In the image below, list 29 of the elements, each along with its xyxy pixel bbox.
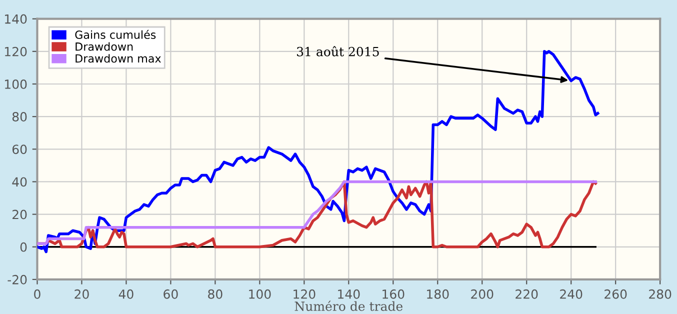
x-tick-label: 100 [249, 289, 271, 299]
x-tick-label: 220 [516, 289, 538, 299]
x-tick-label: 120 [294, 289, 316, 299]
x-tick-label: 80 [208, 289, 222, 299]
x-tick-label: 180 [427, 289, 449, 299]
y-tick-label: 80 [12, 112, 27, 122]
x-tick-label: 240 [560, 289, 582, 299]
annotation: 31 août 2015 [297, 46, 379, 56]
y-tick-label: 120 [5, 46, 27, 56]
x-tick-label: 60 [164, 289, 178, 299]
legend-label: Gains cumulés [75, 30, 156, 39]
x-tick-label: 200 [471, 289, 494, 299]
y-tick-label: 60 [12, 144, 27, 154]
x-tick-label: 40 [118, 289, 134, 299]
x-tick-label: 160 [382, 289, 404, 299]
y-tick-label: 140 [5, 14, 27, 24]
y-tick-label: 20 [12, 210, 27, 220]
x-tick-label: 140 [338, 289, 360, 299]
y-tick-label: 0 [20, 242, 27, 252]
x-tick-label: 280 [649, 289, 672, 299]
x-axis-title: Numéro de trade [294, 300, 402, 311]
y-tick-label: 100 [5, 79, 27, 89]
legend-label: Drawdown [76, 42, 133, 51]
x-tick-label: 20 [74, 289, 89, 299]
x-tick-label: 0 [34, 289, 40, 299]
x-tick-label: 260 [604, 289, 627, 299]
y-tick-label: 40 [12, 177, 27, 187]
legend-label: Drawdown max [76, 54, 161, 63]
y-tick-label: -20 [8, 274, 27, 284]
